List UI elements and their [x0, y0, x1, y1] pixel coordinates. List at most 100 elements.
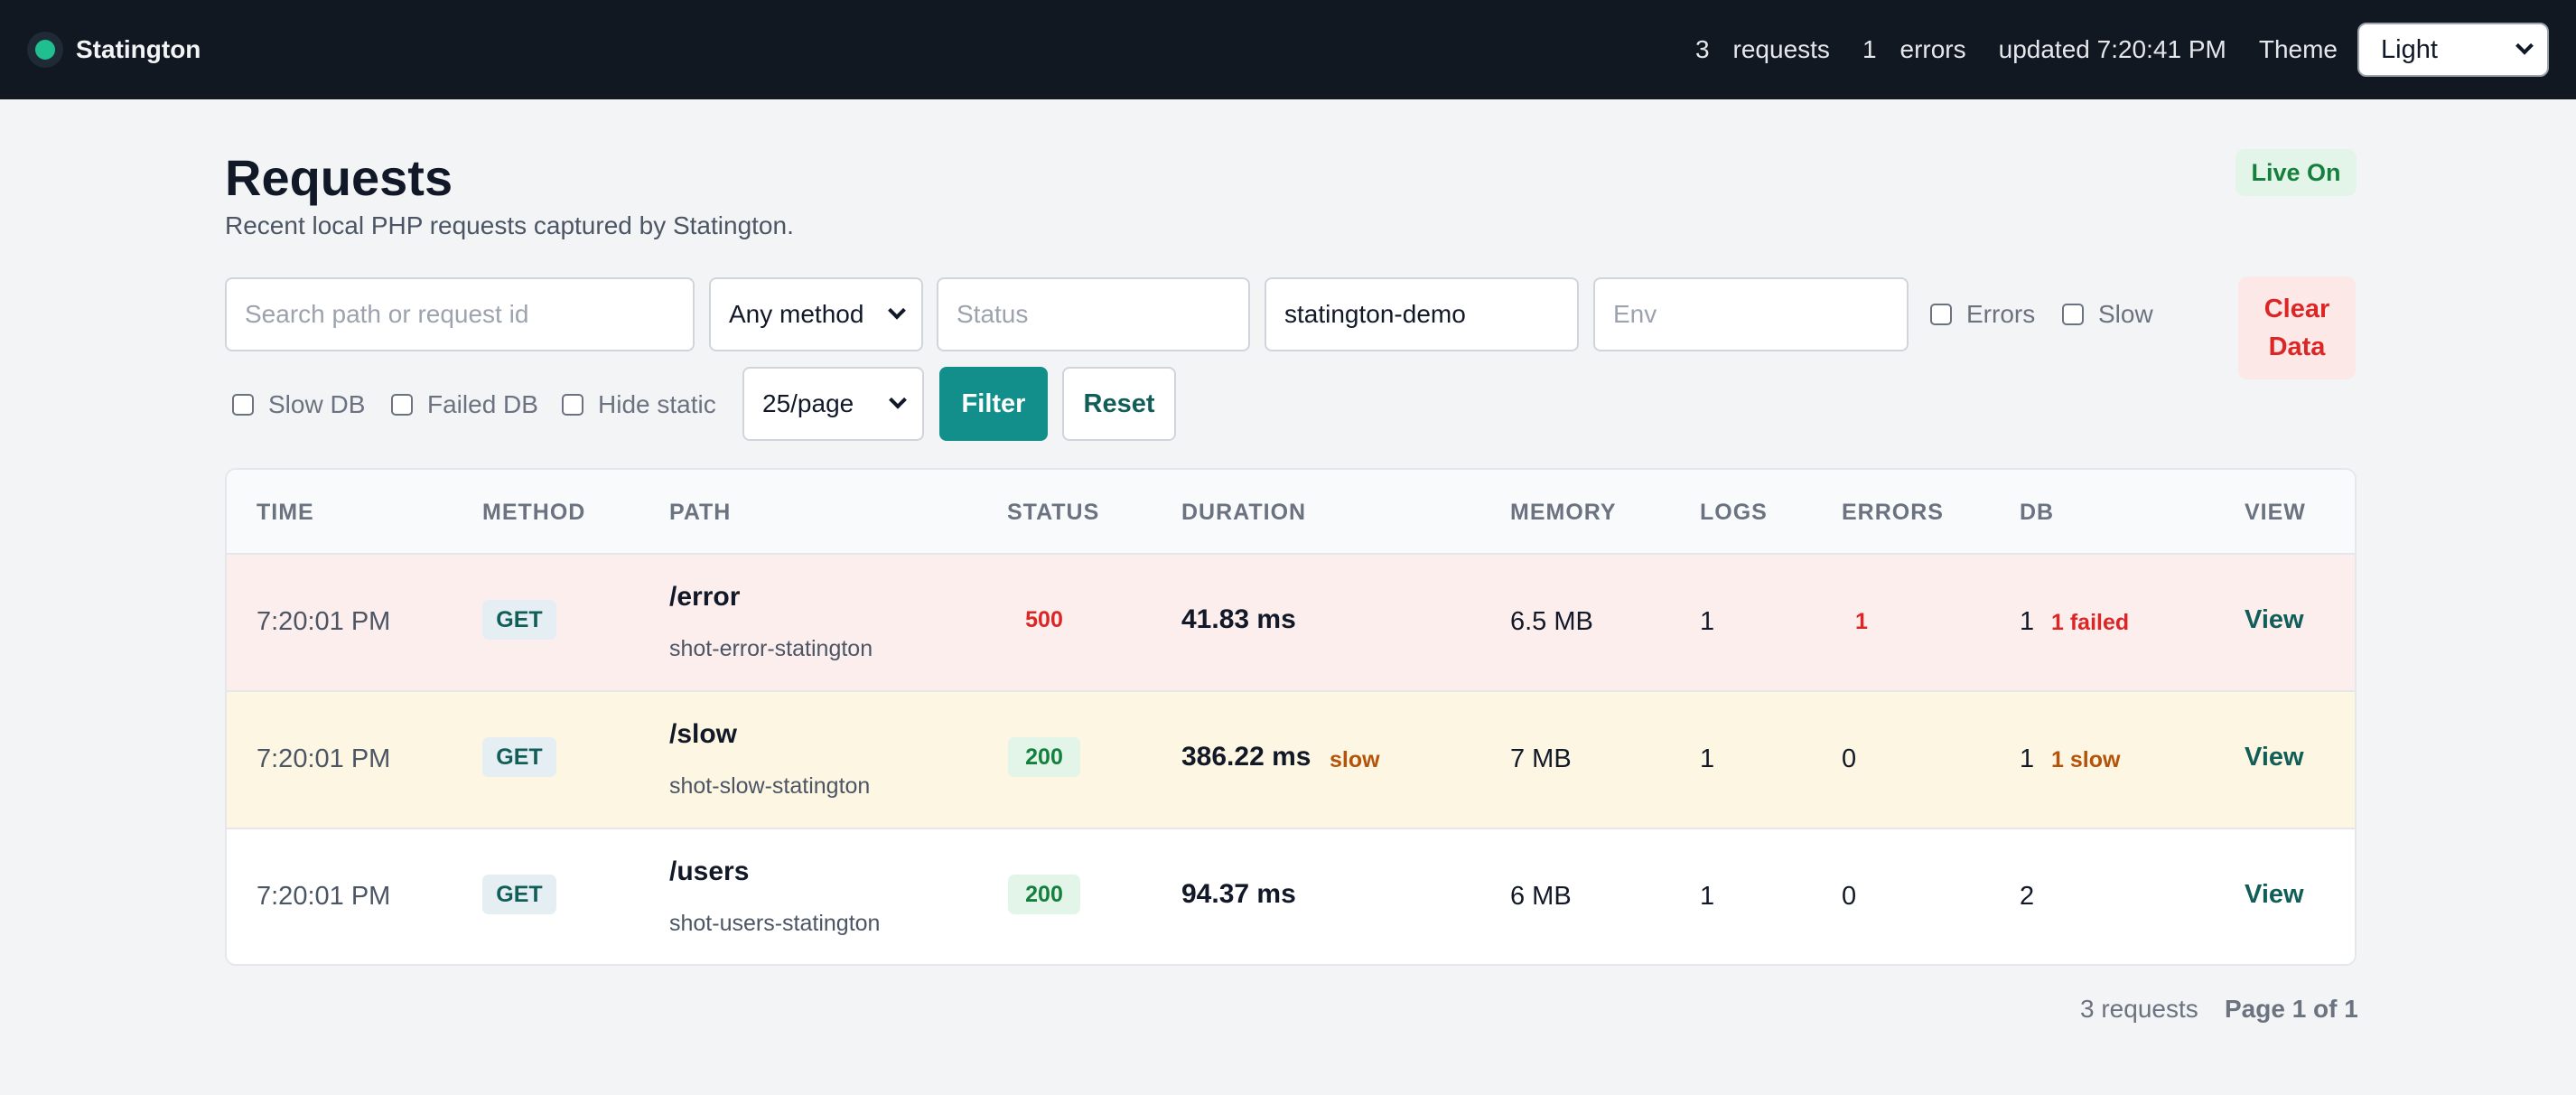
clear-data-button[interactable]: Clear Data — [2238, 276, 2356, 379]
col-time: TIME — [257, 500, 314, 525]
top-bar: Statington 3 requests 1 errors updated 7… — [0, 0, 2576, 99]
search-input[interactable]: Search path or request id — [225, 277, 695, 351]
slow-db-checkbox-label: Slow DB — [268, 390, 366, 418]
clear-data-line1: Clear — [2263, 295, 2330, 323]
db-note-badge: 1 failed — [2051, 610, 2130, 635]
row-logs: 1 — [1700, 882, 1715, 911]
row-errors: 0 — [1842, 744, 1857, 773]
row-memory: 6.5 MB — [1510, 607, 1593, 636]
request-count: 3 — [1694, 35, 1710, 63]
table-row[interactable]: 7:20:01 PM GET /users shot-users-stating… — [227, 829, 2355, 964]
row-path: /slow — [669, 719, 738, 749]
failed-db-checkbox-label: Failed DB — [427, 390, 538, 418]
theme-value: Light — [2381, 34, 2438, 64]
view-link[interactable]: View — [2245, 743, 2304, 772]
status-badge: 200 — [1008, 875, 1080, 914]
per-page-value: 25/page — [762, 389, 854, 417]
status-badge: 500 — [1025, 606, 1063, 632]
env-input[interactable]: Env — [1593, 277, 1909, 351]
checkbox-box[interactable] — [2062, 304, 2084, 325]
request-label: requests — [1732, 35, 1830, 63]
row-duration: 94.37 ms — [1181, 879, 1296, 909]
col-status: STATUS — [1007, 500, 1100, 525]
method-badge: GET — [482, 737, 556, 777]
row-memory: 7 MB — [1510, 744, 1572, 773]
requests-table: TIME METHOD PATH STATUS DURATION MEMORY … — [225, 468, 2357, 966]
row-errors: 0 — [1842, 882, 1857, 911]
clear-data-line2: Data — [2268, 332, 2326, 361]
hide-static-checkbox-label: Hide static — [598, 390, 716, 418]
row-path: /error — [669, 582, 741, 612]
filter-button[interactable]: Filter — [939, 367, 1048, 441]
top-stats: 3 requests 1 errors updated 7:20:41 PM T… — [1695, 23, 2549, 77]
theme-label: Theme — [2258, 35, 2338, 63]
row-memory: 6 MB — [1510, 882, 1572, 911]
method-badge: GET — [482, 875, 556, 914]
col-view: VIEW — [2245, 500, 2306, 525]
row-duration: 386.22 ms — [1181, 742, 1311, 772]
reset-button[interactable]: Reset — [1062, 367, 1176, 441]
view-link[interactable]: View — [2245, 605, 2304, 634]
row-db: 1 — [2020, 607, 2035, 636]
app-input[interactable]: statington-demo — [1265, 277, 1579, 351]
per-page-select[interactable]: 25/page — [742, 367, 924, 441]
table-header: TIME METHOD PATH STATUS DURATION MEMORY … — [227, 470, 2355, 555]
pagination-status: Page 1 of 1 — [2225, 995, 2358, 1023]
col-errors: ERRORS — [1842, 500, 1944, 525]
errors-checkbox[interactable]: Errors — [1930, 300, 2035, 329]
db-note-badge: 1 slow — [2051, 747, 2121, 772]
slow-db-checkbox[interactable]: Slow DB — [232, 390, 365, 419]
col-path: PATH — [669, 500, 732, 525]
view-link[interactable]: View — [2245, 880, 2304, 909]
status-input[interactable]: Status — [937, 277, 1250, 351]
row-db: 1 — [2020, 744, 2035, 773]
failed-db-checkbox[interactable]: Failed DB — [391, 390, 538, 419]
error-count: 1 — [1862, 35, 1877, 63]
theme-select[interactable]: Light — [2357, 23, 2549, 77]
method-select-value: Any method — [729, 300, 864, 328]
page-subtitle: Recent local PHP requests captured by St… — [225, 211, 794, 239]
row-path: /users — [669, 856, 750, 886]
status-badge: 200 — [1008, 737, 1080, 777]
row-logs: 1 — [1700, 744, 1715, 773]
footer-request-count: 3 requests — [2080, 995, 2198, 1023]
chevron-down-icon — [888, 301, 906, 320]
row-time: 7:20:01 PM — [257, 882, 391, 911]
row-duration: 41.83 ms — [1181, 604, 1296, 634]
slow-checkbox-label: Slow — [2098, 300, 2153, 328]
checkbox-box[interactable] — [562, 394, 583, 416]
col-duration: DURATION — [1181, 500, 1307, 525]
errors-checkbox-label: Errors — [1966, 300, 2036, 328]
col-logs: LOGS — [1700, 500, 1768, 525]
checkbox-box[interactable] — [1930, 304, 1952, 325]
row-errors: 1 — [1855, 609, 1868, 634]
live-toggle[interactable]: Live On — [2235, 149, 2357, 196]
checkbox-box[interactable] — [391, 394, 413, 416]
col-memory: MEMORY — [1510, 500, 1617, 525]
app-name: Statington — [76, 35, 201, 63]
col-db: DB — [2020, 500, 2055, 525]
error-label: errors — [1899, 35, 1966, 63]
method-select[interactable]: Any method — [709, 277, 923, 351]
status-dot-icon — [27, 32, 63, 68]
row-request-id: shot-error-statington — [669, 636, 873, 661]
row-request-id: shot-users-statington — [669, 911, 881, 936]
row-request-id: shot-slow-statington — [669, 773, 871, 799]
table-row[interactable]: 7:20:01 PM GET /slow shot-slow-statingto… — [227, 692, 2355, 829]
row-logs: 1 — [1700, 607, 1715, 636]
slow-badge: slow — [1330, 747, 1380, 772]
row-time: 7:20:01 PM — [257, 744, 391, 773]
page-title: Requests — [225, 149, 453, 206]
col-method: METHOD — [482, 500, 586, 525]
chevron-down-icon — [2515, 36, 2534, 55]
chevron-down-icon — [889, 390, 907, 409]
table-row[interactable]: 7:20:01 PM GET /error shot-error-stating… — [227, 555, 2355, 692]
method-badge: GET — [482, 600, 556, 640]
slow-checkbox[interactable]: Slow — [2062, 300, 2153, 329]
row-db: 2 — [2020, 882, 2035, 911]
row-time: 7:20:01 PM — [257, 607, 391, 636]
brand: Statington — [27, 32, 201, 68]
checkbox-box[interactable] — [232, 394, 254, 416]
hide-static-checkbox[interactable]: Hide static — [562, 390, 716, 419]
updated-time: updated 7:20:41 PM — [1998, 35, 2226, 63]
